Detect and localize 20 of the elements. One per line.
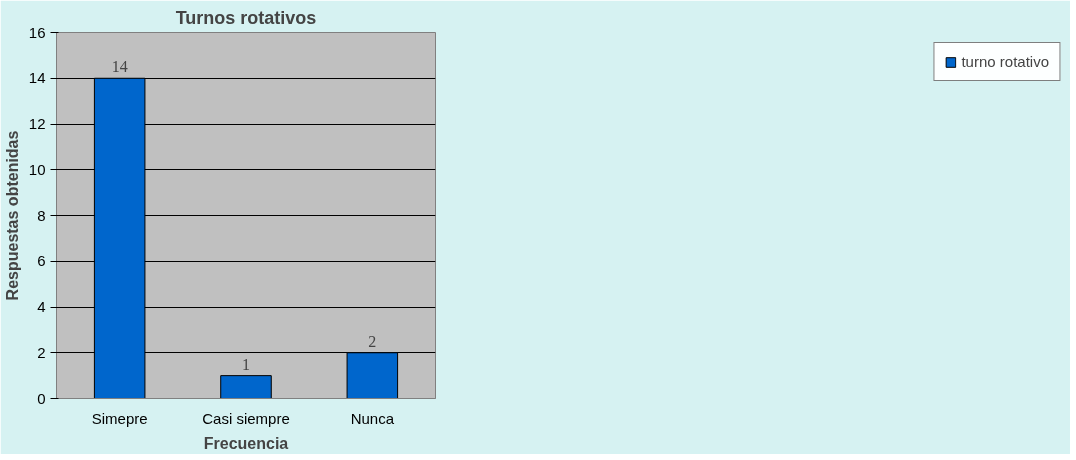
- y-tick-label: 2: [37, 343, 46, 361]
- data-label: 1: [242, 355, 250, 373]
- legend-label: turno rotativo: [961, 53, 1049, 70]
- y-tick-label: 12: [28, 115, 46, 132]
- bar: [220, 375, 272, 399]
- x-tick-label: Casi siempre: [202, 409, 290, 427]
- y-tick-label: 8: [37, 206, 46, 224]
- data-label: 14: [111, 58, 128, 76]
- y-tick-label: 6: [37, 252, 46, 270]
- data-label: 2: [368, 332, 377, 350]
- x-tick-label: Simepre: [91, 409, 148, 427]
- y-tick-label: 14: [28, 69, 46, 87]
- y-tick-label: 16: [28, 23, 46, 41]
- chart-title: Turnos rotativos: [175, 7, 317, 28]
- x-tick-label: Nunca: [350, 409, 395, 427]
- y-tick-label: 0: [37, 389, 46, 407]
- y-axis-title: Respuestas obtenidas: [3, 130, 21, 301]
- y-tick-label: 10: [28, 160, 46, 178]
- y-tick-label: 4: [37, 298, 46, 315]
- x-axis-title: Frecuencia: [203, 434, 289, 452]
